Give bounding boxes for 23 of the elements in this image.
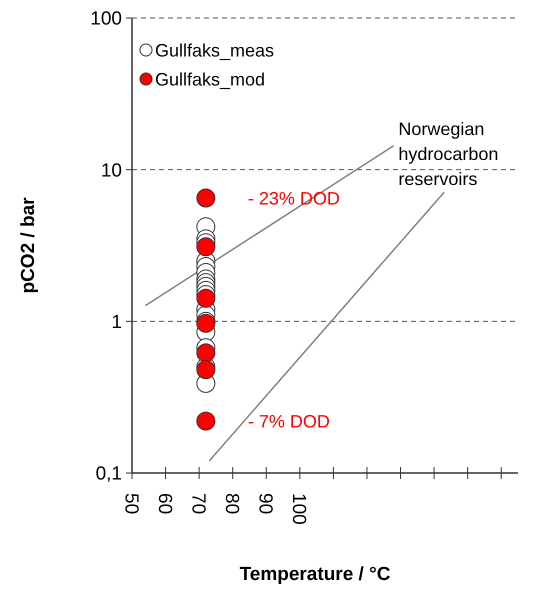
- x-tick-label: 70: [187, 493, 208, 514]
- y-tick-label: 10: [100, 160, 122, 182]
- legend-label: Gullfaks_meas: [155, 40, 274, 60]
- x-tick-label: 90: [254, 493, 276, 514]
- legend-label: Gullfaks_mod: [155, 69, 266, 90]
- y-axis-title: pCO2 / bar: [18, 196, 39, 294]
- y-tick-label: 1: [111, 312, 122, 333]
- point: [196, 360, 216, 380]
- annotation: Norwegian hydrocarbon reservoirs: [398, 119, 498, 189]
- x-axis-title: Temperature / °C: [240, 564, 391, 585]
- point: [196, 188, 216, 208]
- point: [196, 412, 216, 431]
- y-tick-label: 100: [90, 8, 122, 30]
- annotation: - 7% DOD: [248, 411, 330, 432]
- x-tick-label: 60: [154, 493, 175, 514]
- annotation: - 23% DOD: [248, 188, 340, 208]
- point: [196, 288, 216, 308]
- x-tick-label: 80: [221, 493, 242, 514]
- x-tick-label: 100: [288, 493, 310, 525]
- point: [196, 237, 216, 256]
- point: [196, 343, 216, 362]
- y-tick-label: 0,1: [96, 464, 122, 485]
- x-tick-label: 50: [120, 493, 142, 514]
